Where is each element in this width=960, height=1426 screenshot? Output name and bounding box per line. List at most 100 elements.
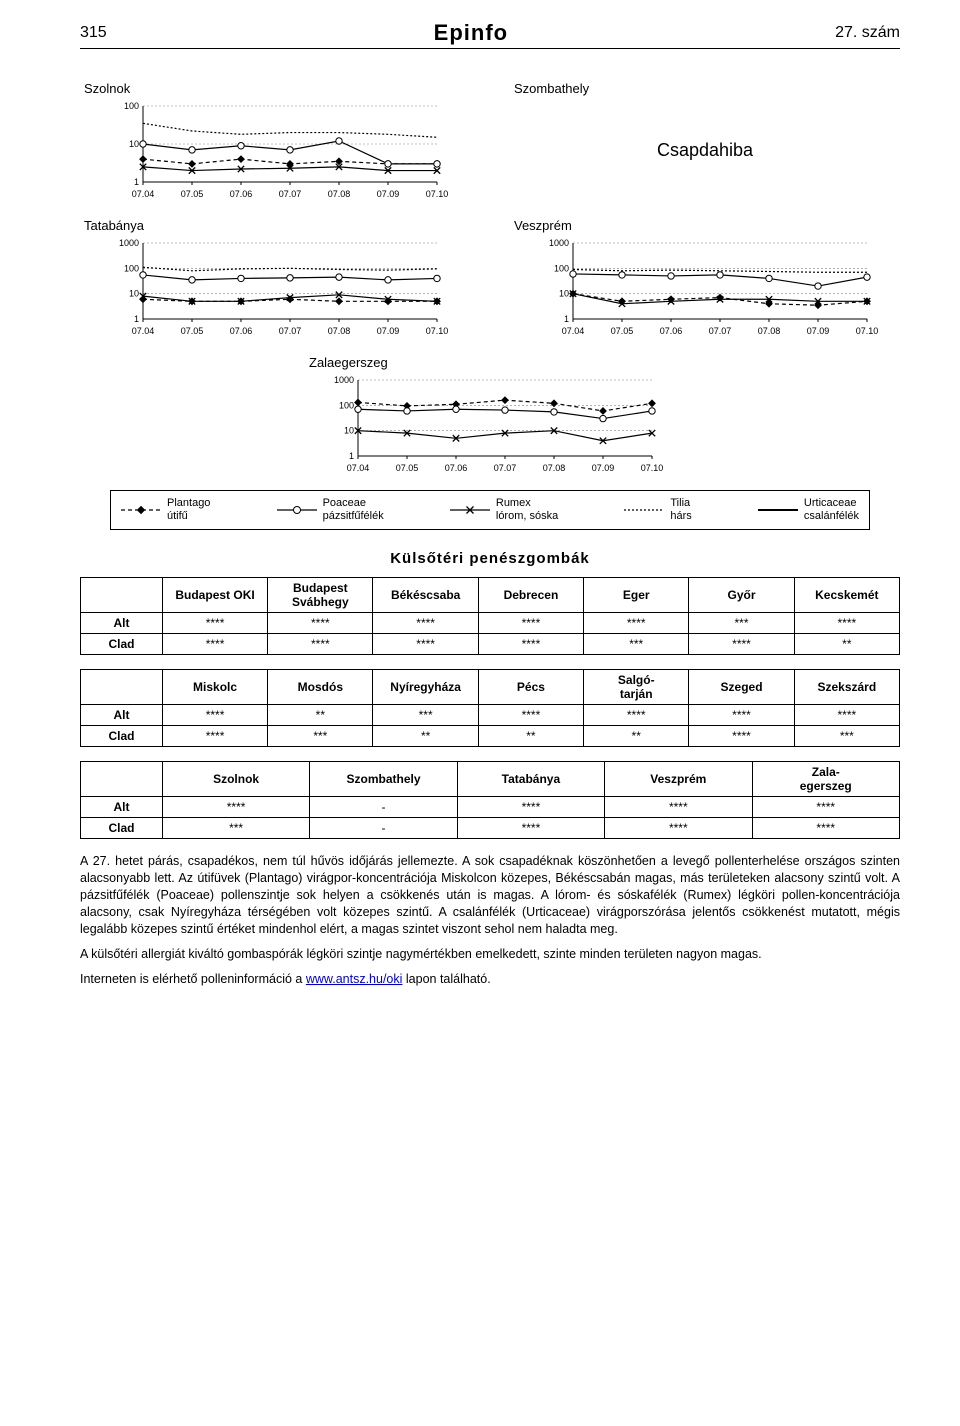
svg-text:07.10: 07.10 bbox=[426, 326, 449, 336]
table-header: Kecskemét bbox=[794, 578, 899, 613]
svg-text:07.04: 07.04 bbox=[562, 326, 585, 336]
table-row: Alt************************* bbox=[81, 705, 900, 726]
legend-item-urticaceae: Urticaceae csalánfélék bbox=[758, 497, 859, 523]
chart-veszprém: Veszprém110100100007.0407.0507.0607.0707… bbox=[510, 210, 900, 337]
svg-text:07.07: 07.07 bbox=[279, 326, 302, 336]
table-header: Miskolc bbox=[162, 670, 267, 705]
table-cell: - bbox=[310, 818, 457, 839]
svg-text:1000: 1000 bbox=[119, 238, 139, 248]
table-cell: Alt bbox=[81, 797, 163, 818]
table-cell: **** bbox=[794, 705, 899, 726]
table-cell: **** bbox=[457, 797, 604, 818]
table-header bbox=[81, 578, 163, 613]
header-right: 27. szám bbox=[835, 24, 900, 42]
svg-text:07.09: 07.09 bbox=[592, 463, 615, 473]
table-header: Tatabánya bbox=[457, 762, 604, 797]
table-header bbox=[81, 670, 163, 705]
table-header: Debrecen bbox=[478, 578, 583, 613]
legend-label: Poaceae pázsitfűfélék bbox=[323, 497, 384, 523]
table-cell: **** bbox=[752, 797, 899, 818]
svg-text:07.04: 07.04 bbox=[347, 463, 370, 473]
table-header: Salgó- tarján bbox=[584, 670, 689, 705]
chart-legend: Plantago útifű Poaceae pázsitfűfélék Rumex… bbox=[110, 490, 870, 530]
data-table-3: SzolnokSzombathelyTatabányaVeszprémZala-… bbox=[80, 761, 900, 839]
chart-szolnok: Szolnok11010007.0407.0507.0607.0707.0807… bbox=[80, 73, 470, 200]
chart-title: Tatabánya bbox=[84, 218, 470, 233]
table-cell: **** bbox=[584, 613, 689, 634]
legend-item-rumex: Rumex lórom, sóska bbox=[450, 497, 558, 523]
chart-zalaegerszeg: Zalaegerszeg110100100007.0407.0507.0607.… bbox=[305, 347, 675, 474]
table-cell: **** bbox=[478, 705, 583, 726]
table-cell: *** bbox=[162, 818, 309, 839]
svg-text:1000: 1000 bbox=[549, 238, 569, 248]
table-header: Szolnok bbox=[162, 762, 309, 797]
legend-label: Tilia hárs bbox=[670, 497, 691, 523]
table-cell: ** bbox=[373, 726, 478, 747]
table-cell: **** bbox=[605, 797, 752, 818]
paragraph: A 27. hetet párás, csapadékos, nem túl h… bbox=[80, 853, 900, 937]
charts-area: Szolnok 1 10 100 07.04 07.05 07.06 07.07 07.08 07… bbox=[80, 73, 900, 474]
table-header: Szeged bbox=[689, 670, 794, 705]
table-header: Veszprém bbox=[605, 762, 752, 797]
table-cell: **** bbox=[794, 613, 899, 634]
table-cell: **** bbox=[689, 705, 794, 726]
pollen-info-link[interactable]: www.antsz.hu/oki bbox=[306, 972, 403, 986]
table-cell: **** bbox=[689, 726, 794, 747]
chart-title: Szolnok bbox=[84, 81, 470, 96]
data-table-2: MiskolcMosdósNyíregyházaPécsSalgó- tarjá… bbox=[80, 669, 900, 747]
table-cell: *** bbox=[794, 726, 899, 747]
svg-text:07.08: 07.08 bbox=[328, 326, 351, 336]
section-title: Külsőtéri penészgombák bbox=[80, 550, 900, 567]
table-cell: **** bbox=[457, 818, 604, 839]
table-row: Alt****-************ bbox=[81, 797, 900, 818]
svg-text:07.06: 07.06 bbox=[445, 463, 468, 473]
svg-text:07.04: 07.04 bbox=[132, 189, 155, 199]
svg-text:07.10: 07.10 bbox=[641, 463, 664, 473]
legend-label: Plantago útifű bbox=[167, 497, 210, 523]
svg-text:07.08: 07.08 bbox=[758, 326, 781, 336]
svg-text:100: 100 bbox=[124, 101, 139, 111]
table-cell: *** bbox=[584, 634, 689, 655]
table-header: Eger bbox=[584, 578, 689, 613]
svg-text:07.07: 07.07 bbox=[709, 326, 732, 336]
paragraph: A külsőtéri allergiát kiváltó gombaspórá… bbox=[80, 946, 900, 963]
tables-area: Budapest OKIBudapest SvábhegyBékéscsabaD… bbox=[80, 577, 900, 839]
table-header: Mosdós bbox=[268, 670, 373, 705]
svg-text:1: 1 bbox=[134, 314, 139, 324]
chart-tatabánya: Tatabánya110100100007.0407.0507.0607.070… bbox=[80, 210, 470, 337]
table-header: Győr bbox=[689, 578, 794, 613]
svg-text:07.05: 07.05 bbox=[396, 463, 419, 473]
svg-text:07.07: 07.07 bbox=[494, 463, 517, 473]
svg-text:07.06: 07.06 bbox=[230, 189, 253, 199]
table-header: Budapest OKI bbox=[162, 578, 267, 613]
table-header: Szekszárd bbox=[794, 670, 899, 705]
body-text: A 27. hetet párás, csapadékos, nem túl h… bbox=[80, 853, 900, 987]
svg-text:07.09: 07.09 bbox=[807, 326, 830, 336]
chart-szombathely: SzombathelyCsapdahiba bbox=[510, 73, 900, 200]
table-cell: ** bbox=[478, 726, 583, 747]
svg-text:07.05: 07.05 bbox=[611, 326, 634, 336]
svg-text:1000: 1000 bbox=[334, 375, 354, 385]
svg-text:10: 10 bbox=[129, 139, 139, 149]
table-header: Zala- egerszeg bbox=[752, 762, 899, 797]
table-cell: Alt bbox=[81, 705, 163, 726]
chart-title: Szombathely bbox=[514, 81, 900, 96]
table-cell: **** bbox=[268, 634, 373, 655]
svg-text:07.09: 07.09 bbox=[377, 189, 400, 199]
table-cell: **** bbox=[373, 613, 478, 634]
table-row: Clad******************** bbox=[81, 726, 900, 747]
table-cell: **** bbox=[162, 634, 267, 655]
table-header: Szombathely bbox=[310, 762, 457, 797]
table-cell: *** bbox=[373, 705, 478, 726]
table-cell: **** bbox=[605, 818, 752, 839]
legend-item-poaceae: Poaceae pázsitfűfélék bbox=[277, 497, 384, 523]
table-cell: - bbox=[310, 797, 457, 818]
svg-text:07.06: 07.06 bbox=[660, 326, 683, 336]
table-header: Pécs bbox=[478, 670, 583, 705]
svg-text:100: 100 bbox=[124, 263, 139, 273]
table-cell: ** bbox=[584, 726, 689, 747]
legend-item-plantago: Plantago útifű bbox=[121, 497, 210, 523]
svg-text:10: 10 bbox=[559, 289, 569, 299]
table-cell: **** bbox=[162, 613, 267, 634]
table-cell: **** bbox=[584, 705, 689, 726]
